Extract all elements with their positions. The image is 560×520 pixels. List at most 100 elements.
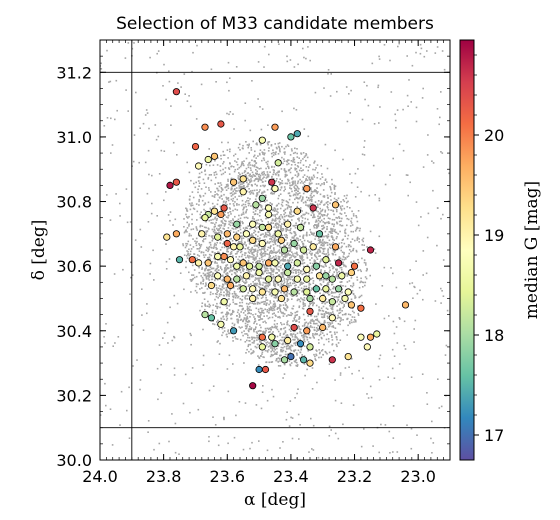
- background-star: [258, 239, 261, 241]
- background-star: [228, 167, 230, 169]
- background-star: [251, 268, 254, 271]
- background-star: [307, 205, 310, 208]
- background-star: [277, 357, 280, 359]
- background-star: [232, 263, 234, 266]
- background-star: [209, 291, 212, 294]
- background-star: [296, 292, 299, 294]
- background-star: [250, 190, 252, 192]
- background-star: [283, 259, 286, 261]
- background-star: [270, 191, 273, 194]
- background-star: [183, 226, 185, 228]
- background-star: [346, 201, 348, 204]
- background-star: [209, 268, 211, 271]
- background-star: [340, 246, 343, 249]
- background-star: [253, 266, 256, 268]
- background-star: [267, 258, 270, 260]
- background-star: [254, 248, 257, 251]
- background-star: [296, 156, 299, 158]
- background-star: [316, 297, 319, 300]
- background-star: [216, 291, 218, 293]
- background-star: [322, 248, 325, 251]
- background-star: [328, 222, 331, 224]
- background-star: [317, 183, 320, 185]
- background-star: [296, 185, 299, 188]
- background-star: [225, 200, 227, 203]
- background-star: [268, 361, 270, 364]
- background-star: [302, 259, 305, 261]
- background-star: [311, 196, 314, 198]
- background-star: [169, 306, 171, 309]
- background-star: [294, 182, 296, 184]
- background-star: [282, 199, 285, 202]
- background-star: [138, 161, 140, 164]
- background-star: [281, 339, 283, 342]
- background-star: [341, 217, 343, 220]
- background-star: [263, 190, 265, 193]
- background-star: [223, 193, 225, 196]
- background-star: [314, 169, 316, 171]
- background-star: [237, 319, 240, 322]
- background-star: [272, 273, 274, 276]
- background-star: [260, 342, 263, 344]
- background-star: [294, 189, 296, 192]
- background-star: [260, 206, 263, 209]
- background-star: [273, 326, 276, 329]
- plot-background: [100, 40, 450, 460]
- background-star: [301, 307, 304, 310]
- background-star: [288, 328, 291, 331]
- background-star: [229, 192, 232, 195]
- background-star: [358, 286, 361, 289]
- background-star: [222, 243, 224, 245]
- background-star: [120, 390, 123, 393]
- background-star: [346, 273, 349, 276]
- background-star: [397, 45, 399, 48]
- background-star: [268, 291, 270, 293]
- background-star: [272, 276, 275, 278]
- background-star: [388, 315, 390, 317]
- background-star: [336, 345, 338, 348]
- background-star: [215, 219, 218, 221]
- background-star: [258, 440, 260, 442]
- background-star: [242, 211, 245, 214]
- background-star: [247, 164, 249, 166]
- background-star: [279, 334, 281, 337]
- background-star: [235, 270, 238, 272]
- background-star: [258, 168, 261, 170]
- background-star: [412, 297, 414, 299]
- background-star: [415, 106, 418, 109]
- background-star: [305, 252, 308, 254]
- background-star: [202, 178, 205, 181]
- background-star: [277, 173, 280, 176]
- background-star: [317, 339, 320, 341]
- background-star: [334, 193, 336, 195]
- background-star: [294, 232, 297, 234]
- background-star: [249, 234, 252, 236]
- background-star: [303, 299, 306, 301]
- background-star: [310, 231, 312, 233]
- background-star: [264, 282, 267, 284]
- background-star: [275, 327, 278, 329]
- background-star: [279, 357, 281, 360]
- background-star: [193, 182, 195, 185]
- background-star: [313, 353, 315, 356]
- background-star: [285, 343, 288, 345]
- background-star: [402, 108, 404, 111]
- background-star: [333, 213, 335, 216]
- background-star: [339, 205, 342, 208]
- background-star: [291, 237, 293, 239]
- background-star: [195, 227, 198, 230]
- background-star: [291, 215, 294, 218]
- background-star: [208, 303, 211, 306]
- background-star: [330, 292, 333, 294]
- background-star: [273, 249, 275, 251]
- background-star: [268, 141, 271, 143]
- background-star: [355, 249, 358, 252]
- background-star: [243, 160, 245, 162]
- background-star: [286, 283, 288, 286]
- background-star: [213, 323, 216, 326]
- background-star: [275, 359, 277, 362]
- background-star: [312, 303, 314, 305]
- background-star: [324, 211, 326, 213]
- background-star: [403, 344, 406, 347]
- background-star: [314, 189, 316, 191]
